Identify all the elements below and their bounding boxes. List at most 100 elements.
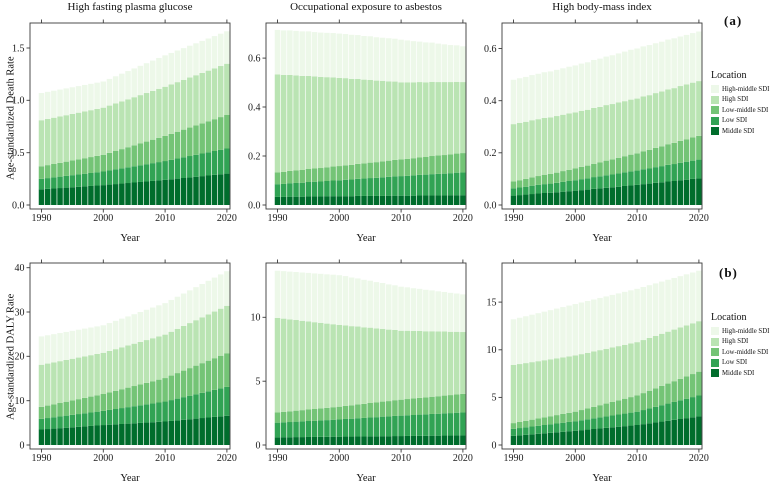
bar-segment — [355, 326, 361, 405]
bar-segment — [38, 120, 45, 167]
bar-segment — [621, 426, 628, 445]
bar-segment — [131, 386, 137, 407]
bar-segment — [125, 407, 131, 424]
bar-segment — [541, 360, 548, 418]
bar-segment — [628, 99, 634, 155]
bar-segment — [348, 418, 355, 437]
bar-segment — [205, 314, 212, 361]
bar-segment — [57, 361, 63, 404]
bar-segment — [541, 193, 548, 205]
bar-segment — [453, 172, 460, 196]
bar-segment — [82, 186, 88, 205]
bar-segment — [516, 435, 523, 445]
bar-segment — [149, 422, 156, 445]
bar-segment — [373, 37, 380, 81]
bar-segment — [671, 277, 677, 330]
bar-segment — [217, 416, 224, 445]
bar-segment — [51, 334, 57, 363]
bar-segment — [683, 161, 690, 180]
bar-segment — [287, 437, 293, 445]
bar-segment — [554, 308, 560, 359]
bar-segment — [416, 331, 423, 398]
bar-segment — [305, 181, 312, 197]
bar-segment — [640, 169, 647, 185]
bar-segment — [398, 159, 404, 177]
bar-segment — [603, 187, 609, 205]
bar-segment — [137, 143, 144, 166]
bar-segment — [435, 43, 441, 83]
bar-segment — [311, 181, 318, 197]
bar-segment — [156, 88, 162, 138]
bar-segment — [435, 82, 441, 156]
bar-segment — [57, 416, 63, 429]
bar-segment — [584, 165, 591, 179]
bar-segment — [156, 379, 162, 403]
bar-segment — [460, 412, 466, 436]
bar-segment — [447, 154, 454, 174]
bar-segment — [689, 323, 696, 375]
bar-segment — [187, 127, 193, 157]
bar-segment — [51, 404, 57, 418]
bar-segment — [293, 30, 299, 76]
bar-segment — [174, 398, 181, 421]
bar-segment — [615, 414, 622, 427]
bar-segment — [646, 168, 653, 184]
bar-segment — [199, 363, 205, 393]
bar-segment — [355, 78, 361, 164]
bar-segment — [460, 435, 466, 445]
bar-segment — [453, 45, 460, 82]
bar-segment — [361, 195, 367, 205]
bar-segment — [217, 388, 224, 417]
y-tick-label: 0 — [20, 440, 25, 451]
bar-segment — [677, 419, 684, 445]
bar-segment — [44, 429, 51, 445]
bar-segment — [287, 74, 293, 171]
bar-segment — [560, 422, 566, 432]
bar-segment — [318, 181, 324, 197]
bar-segment — [211, 277, 218, 312]
bar-segment — [609, 427, 616, 445]
bar-segment — [168, 400, 175, 421]
bar-segment — [137, 165, 144, 182]
x-tick-label: 2020 — [453, 213, 473, 224]
bar-segment — [554, 192, 560, 205]
legend-location-a: Location High-middle SDI High SDI Low-midd… — [711, 70, 777, 138]
x-tick-label: 2010 — [391, 453, 411, 464]
bar-segment — [63, 331, 69, 360]
bar-segment — [523, 121, 529, 179]
bar-segment — [125, 316, 131, 346]
legend-entry: Middle SDI — [711, 127, 777, 135]
bar-segment — [392, 38, 398, 82]
legend-entry-label: High SDI — [722, 338, 749, 345]
bar-segment — [361, 436, 367, 445]
bar-segment — [554, 432, 560, 445]
bar-segment — [609, 159, 616, 175]
bar-segment — [199, 176, 205, 205]
bar-segment — [217, 355, 224, 389]
bar-segment — [156, 137, 162, 163]
bar-segment — [696, 81, 702, 136]
bar-segment — [149, 338, 156, 382]
y-tick-label: 0.6 — [484, 44, 497, 55]
bar-segment — [287, 271, 293, 320]
bar-segment — [318, 168, 324, 182]
bar-segment — [435, 396, 441, 414]
bar-segment — [621, 156, 628, 173]
bar-segment — [168, 299, 175, 332]
bar-segment — [137, 312, 144, 342]
bar-segment — [348, 196, 355, 205]
bar-segment — [106, 170, 113, 185]
bar-segment — [57, 89, 63, 117]
bar-segment — [342, 34, 349, 79]
bar-segment — [696, 371, 702, 396]
bar-segment — [652, 283, 659, 336]
bar-segment — [541, 72, 548, 118]
bar-segment — [156, 162, 162, 181]
bar-segment — [547, 310, 554, 360]
bar-segment — [51, 428, 57, 445]
bar-segment — [69, 175, 76, 188]
bar-segment — [69, 187, 76, 205]
bar-segment — [547, 192, 554, 205]
bar-segment — [156, 421, 162, 445]
panel-b-glucose: 0 10 20 30 40 1990 2000 2010 2020 Year — [0, 240, 237, 484]
